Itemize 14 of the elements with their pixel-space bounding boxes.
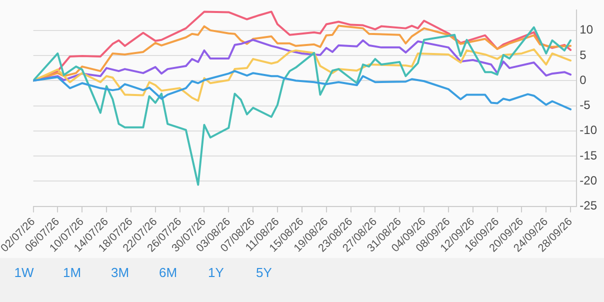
y-tick-label: 0 xyxy=(580,72,587,87)
y-tick-label: -15 xyxy=(580,148,598,162)
y-tick-label: 10 xyxy=(580,22,594,37)
text: 1Y xyxy=(207,264,225,282)
text: 1M xyxy=(62,264,82,282)
y-tick-label: -25 xyxy=(580,198,598,213)
text: 3M xyxy=(110,264,130,282)
text: 5Y xyxy=(255,264,273,282)
y-tick-label: 5 xyxy=(580,48,587,62)
y-tick-label: -5 xyxy=(580,98,591,112)
y-tick-label: -20 xyxy=(580,174,598,188)
y-tick-label: -10 xyxy=(580,123,598,138)
text: 6M xyxy=(158,264,178,282)
text: 1W xyxy=(13,264,35,282)
